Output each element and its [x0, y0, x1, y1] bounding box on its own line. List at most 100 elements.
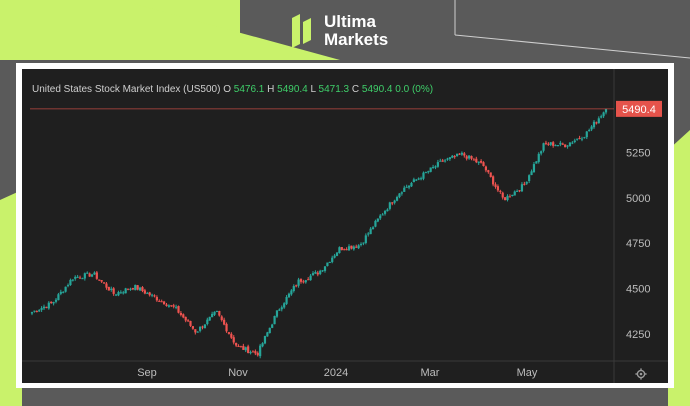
candle-body: [331, 257, 334, 263]
candle-body: [177, 306, 180, 313]
candle-body: [242, 345, 245, 350]
candle-body: [427, 171, 430, 173]
candle-body: [33, 310, 36, 312]
candle-body: [235, 342, 238, 346]
candle-body: [189, 320, 192, 326]
candle-body: [523, 183, 526, 185]
candle-body: [340, 247, 343, 251]
candle-body: [352, 246, 355, 250]
candle-body: [376, 218, 379, 222]
candle-body: [146, 292, 149, 294]
candle-body: [386, 209, 389, 212]
candle-body: [496, 186, 500, 191]
candle-body: [552, 142, 555, 146]
candle-body: [448, 157, 451, 160]
candle-body: [513, 191, 516, 196]
candle-body: [194, 329, 197, 333]
candle-body: [544, 142, 548, 144]
candle-body: [583, 137, 586, 139]
candle-body: [107, 286, 110, 291]
candle-body: [520, 184, 524, 192]
candle-body: [208, 316, 211, 321]
candle-body: [64, 286, 67, 292]
candle-body: [314, 271, 317, 274]
candle-body: [504, 197, 507, 201]
candle-body: [38, 310, 41, 312]
candle-body: [429, 167, 432, 172]
candle-body: [350, 245, 353, 249]
candle-body: [580, 138, 584, 140]
candle-body: [105, 283, 108, 288]
candle-body: [347, 246, 351, 251]
candle-body: [501, 192, 504, 198]
candle-body: [441, 160, 444, 162]
y-tick-label: 5250: [626, 147, 650, 159]
candle-body: [588, 129, 591, 132]
candle-body: [98, 279, 101, 281]
candle-body: [602, 112, 605, 117]
candle-body: [475, 158, 478, 163]
candle-body: [160, 301, 163, 303]
candle-body: [604, 108, 608, 113]
candle-body: [191, 326, 195, 329]
candle-body: [364, 235, 367, 243]
candle-body: [547, 143, 550, 145]
candle-body: [470, 156, 473, 159]
candle-body: [153, 295, 156, 297]
candle-body: [415, 179, 418, 181]
candle-body: [150, 294, 154, 296]
candle-body: [66, 285, 70, 287]
candle-body: [451, 155, 454, 158]
candle-body: [578, 137, 581, 139]
candle-body: [554, 145, 557, 147]
candle-body: [285, 297, 288, 304]
candle-body: [117, 292, 120, 296]
candle-body: [419, 178, 423, 180]
candle-body: [412, 179, 415, 183]
candle-body: [102, 282, 106, 284]
candle-body: [230, 333, 233, 338]
candle-body: [110, 288, 113, 290]
candle-body: [439, 160, 442, 162]
candle-body: [400, 192, 403, 194]
candle-body: [158, 300, 161, 302]
candle-body: [549, 142, 552, 145]
y-tick-label: 4250: [626, 329, 650, 341]
candle-body: [76, 276, 79, 278]
last-price-tag: [616, 100, 662, 117]
candle-body: [556, 145, 560, 147]
candle-body: [184, 316, 187, 321]
ultima-markets-logo-icon: [292, 14, 311, 48]
candle-body: [122, 292, 125, 294]
candle-body: [295, 285, 298, 287]
brand-logo-block: Ultima Markets: [292, 12, 388, 50]
candle-body: [566, 145, 569, 147]
candle-body: [323, 266, 327, 271]
open-label: O: [223, 84, 231, 95]
candle-body: [532, 164, 536, 173]
candle-body: [30, 312, 34, 314]
candle-body: [141, 287, 144, 292]
candle-body: [328, 261, 331, 263]
candle-body: [206, 319, 209, 325]
candle-body: [263, 336, 267, 344]
candle-body: [290, 290, 293, 295]
x-tick-label: Sep: [137, 367, 157, 379]
candle-body: [592, 121, 596, 128]
candle-body: [78, 277, 82, 279]
candle-body: [564, 144, 567, 148]
candle-body: [261, 343, 264, 347]
gear-icon[interactable]: [635, 368, 647, 380]
candle-body: [239, 346, 243, 348]
candle-body: [131, 288, 134, 290]
candle-body: [335, 252, 339, 256]
candle-body: [35, 311, 38, 313]
candle-body: [304, 280, 307, 283]
candle-body: [71, 279, 74, 281]
candle-body: [83, 273, 86, 279]
y-tick-label: 4500: [626, 283, 650, 295]
candle-body: [81, 278, 84, 280]
candle-body: [417, 178, 420, 180]
candle-body: [316, 272, 319, 275]
candle-body: [465, 156, 468, 159]
